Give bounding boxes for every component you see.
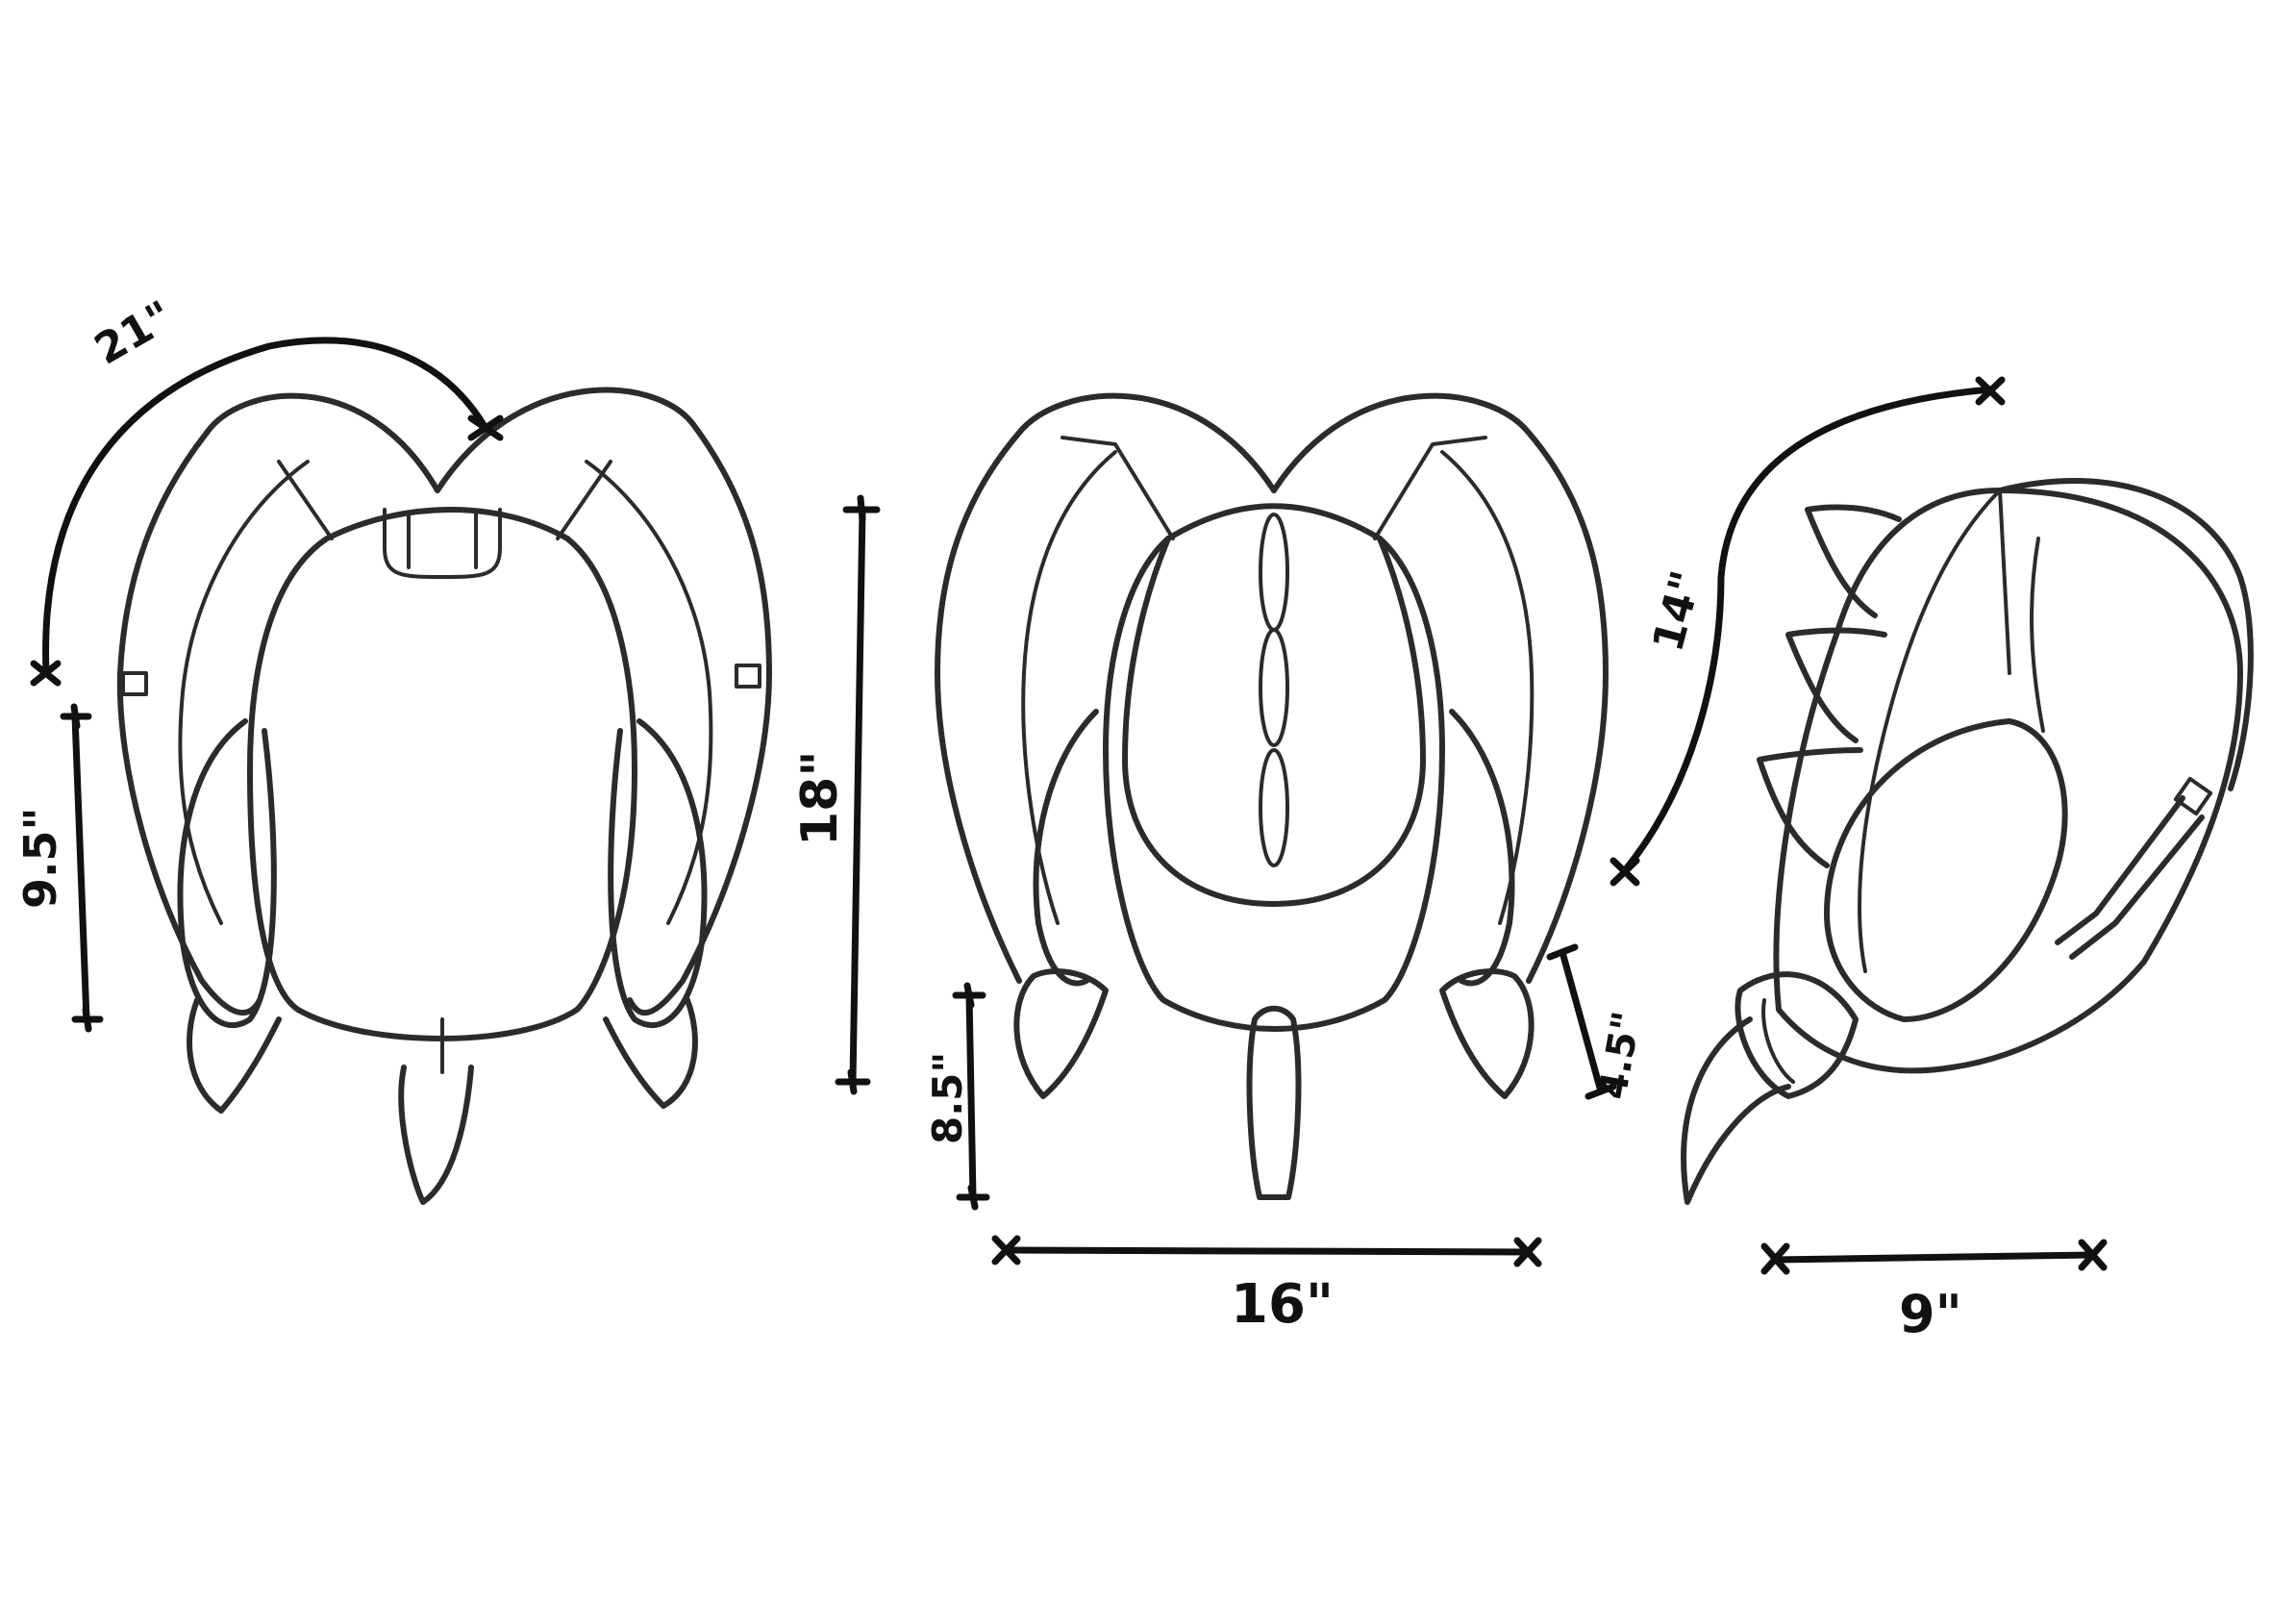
dim-front-lower-line: [965, 991, 977, 1201]
dim-front-width-line: [1001, 1246, 1533, 1256]
dim-front-lower-label: 8.5": [924, 1052, 971, 1144]
front-view: [935, 392, 1609, 1200]
back-view: [116, 387, 772, 1205]
dimensions: 21" 9.5" 18" 8.5" 16" 4.5" 14": [14, 291, 2108, 1344]
side-view: [1681, 478, 2254, 1205]
dim-side-depth-label: 9": [1899, 1284, 1962, 1344]
dim-side-strap-arc: [1621, 386, 1994, 874]
dim-front-height-label: 18": [791, 751, 849, 846]
dim-front-small-label: 4.5": [1591, 1008, 1650, 1102]
dim-front-width-label: 16": [1231, 1273, 1334, 1336]
dim-front-height-line: [849, 506, 866, 1086]
dim-strap-length-label: 21": [87, 291, 181, 374]
dim-front-small-line: [1559, 948, 1605, 1095]
dim-back-height-line: [71, 713, 90, 1023]
dim-side-depth-line: [1770, 1251, 2095, 1264]
dim-strap-length-arc: [42, 337, 489, 677]
dim-back-height-label: 9.5": [14, 808, 66, 909]
dim-side-strap-label: 14": [1643, 565, 1711, 656]
